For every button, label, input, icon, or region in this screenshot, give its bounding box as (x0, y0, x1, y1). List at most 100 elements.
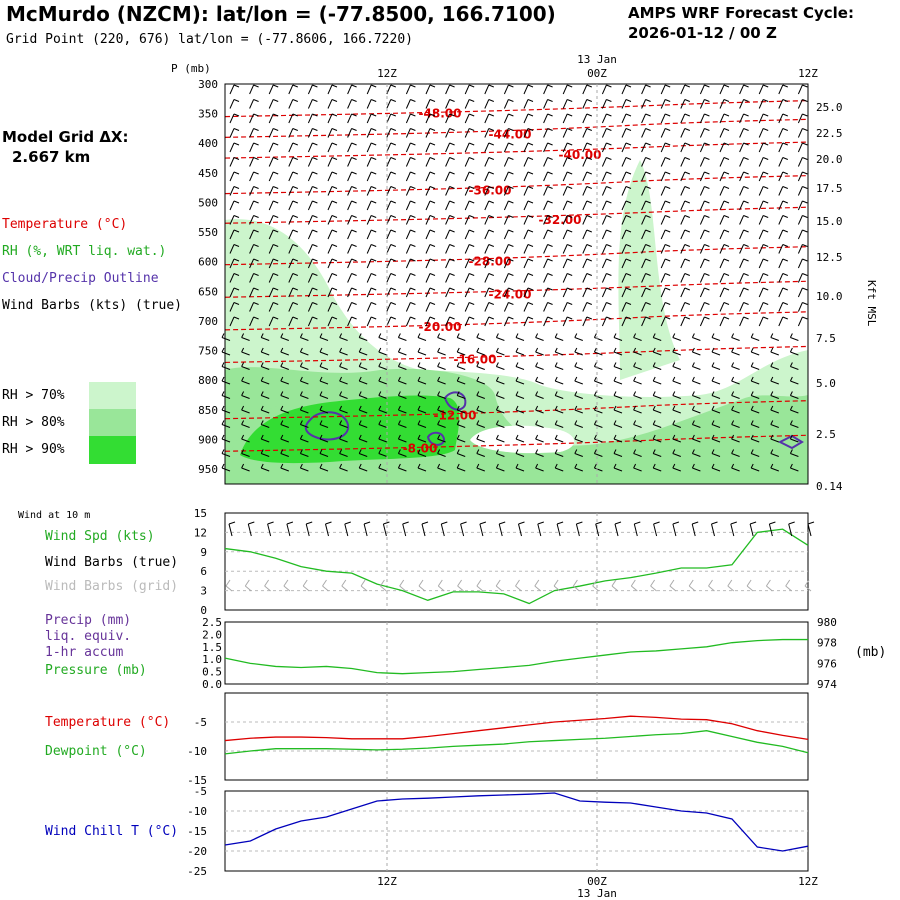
wind-barb (743, 84, 749, 88)
grid-wind-barb (322, 579, 327, 587)
wind-barb (253, 229, 259, 233)
wind-barb (476, 380, 485, 385)
wind-barb (280, 453, 289, 457)
wind-barb (515, 405, 519, 411)
wind-y-tick: 9 (200, 546, 207, 559)
wind-barb (758, 113, 764, 124)
wind-barb (508, 99, 514, 102)
wind-barb (410, 258, 416, 262)
wind-barb (476, 420, 480, 425)
wind-barb (684, 171, 690, 175)
wind-barb (397, 434, 401, 440)
wind-barb (312, 113, 318, 117)
wind-barb (523, 84, 529, 95)
wind-barb (378, 391, 382, 396)
wind-barb (417, 391, 421, 396)
surface-wind-barb (749, 521, 757, 525)
wind-barb (555, 337, 564, 341)
wind-barb (233, 99, 240, 102)
wind-barb (567, 99, 573, 102)
wind-barb (445, 244, 451, 254)
wind-barb (711, 453, 721, 457)
wind-barb (339, 333, 343, 338)
wind-barb (260, 405, 264, 411)
wind-barb (503, 157, 509, 167)
wind-barb (425, 258, 431, 269)
wind-barb (476, 351, 485, 356)
wind-barb (625, 316, 632, 320)
wind-barb (751, 453, 760, 457)
wind-barb (743, 113, 749, 117)
wind-barb (723, 302, 730, 305)
wind-barb (547, 171, 553, 175)
wind-barb (299, 449, 303, 454)
wind-barb (299, 362, 303, 367)
wind-barb (645, 258, 651, 262)
wind-barb (527, 113, 534, 117)
wind-barb (508, 244, 514, 247)
wind-barb (692, 467, 701, 472)
wind-barb (660, 128, 666, 138)
wind-barb (410, 99, 416, 102)
wind-barb (660, 99, 666, 109)
wind-barb (299, 405, 303, 411)
wind-barb (476, 347, 480, 353)
wind-barb (319, 438, 329, 443)
wind-barb (331, 316, 338, 320)
wind-barb (751, 424, 760, 428)
wind-barb (731, 351, 740, 356)
wind-barb (711, 434, 715, 440)
wind-barb (425, 186, 431, 196)
wind-barb (425, 229, 431, 240)
wind-barb (405, 229, 411, 240)
wind-barb (535, 463, 539, 469)
wind-barb (292, 215, 298, 218)
wind-barb (719, 99, 725, 109)
wind-barb (582, 157, 588, 167)
wind-barb (280, 395, 289, 399)
surface-wind-barb (325, 523, 329, 537)
wind-barb (562, 186, 568, 196)
contour-label: -20.00 (419, 320, 462, 334)
wind-barb (739, 273, 745, 283)
wind-barb (307, 244, 313, 254)
wind-barb (347, 113, 353, 124)
wind-barb (739, 128, 745, 138)
wind-barb (543, 128, 549, 138)
wind-barb (653, 366, 662, 370)
rh-80-swatch (89, 409, 136, 436)
wind-barb (680, 200, 686, 211)
wind-barb (457, 438, 466, 443)
wind-barb (680, 142, 686, 153)
wind-barb (699, 128, 705, 138)
wind-barb (229, 186, 235, 196)
wind-barb (582, 171, 588, 182)
wind-barb (633, 424, 642, 428)
wind-barb (260, 376, 264, 382)
wind-barb (797, 258, 803, 269)
wind-barb (660, 200, 666, 211)
wind-barb (241, 463, 245, 469)
wind-barb (280, 362, 284, 367)
wind-barb (398, 467, 407, 472)
wind-barb (684, 84, 690, 88)
wind-barb (327, 128, 333, 138)
grid-wind-barb (785, 579, 791, 587)
wind-barb (469, 316, 475, 320)
wind-barb (319, 362, 323, 367)
height-tick: 12.5 (816, 251, 843, 264)
wind-barb (645, 84, 651, 88)
wind-barb (586, 99, 592, 102)
wind-barb (299, 434, 303, 440)
wind-barb (789, 420, 793, 425)
wind-barb (582, 84, 588, 95)
wind-barb (523, 157, 529, 167)
wind-barb (723, 157, 730, 160)
wind-barb (405, 302, 411, 312)
wind-barb (723, 128, 730, 131)
wind-barb (292, 157, 298, 160)
wind-barb (789, 376, 793, 382)
wind-barb (260, 362, 264, 367)
wind-barb (476, 467, 485, 472)
wind-barb (366, 215, 372, 225)
